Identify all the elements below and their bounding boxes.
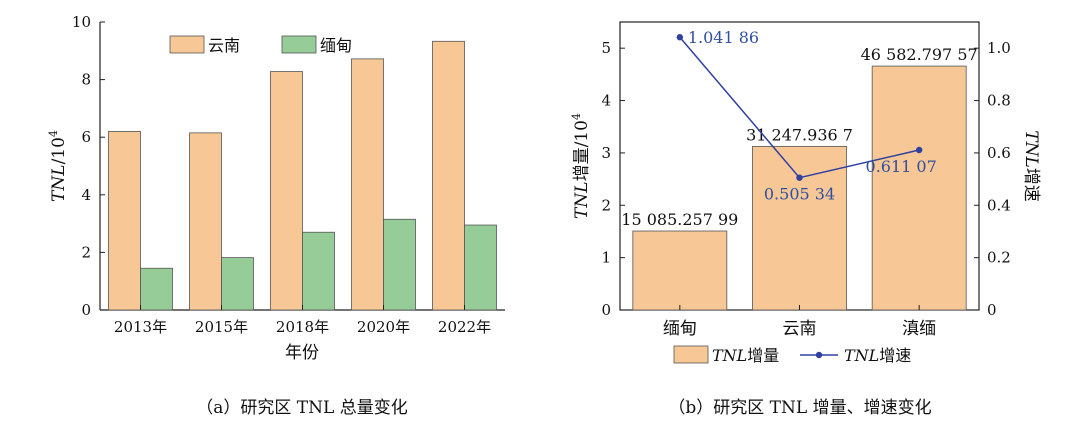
b-legend: TNL增量 TNL增速 [673, 345, 911, 365]
a-bar-yunnan [270, 71, 303, 311]
b-speed-point [796, 174, 803, 181]
a-y-tick-label: 0 [81, 301, 91, 319]
b-y-tick-label: 3 [601, 144, 611, 162]
a-x-ticks: 2013年 2015年 2018年 2020年 2022年 [114, 305, 491, 336]
b-y2-tick-label: 0.8 [987, 92, 1011, 110]
a-y-axis-title: TNL/104 [47, 130, 69, 202]
b-bar-data-label: 46 582.797 57 [861, 45, 978, 64]
b-speed-point [915, 146, 923, 154]
b-y2-tick-label: 0 [987, 301, 997, 319]
a-bar-yunnan [108, 131, 141, 311]
b-speed-data-label: 0.505 34 [764, 185, 835, 204]
b-x-tick-label: 滇缅 [902, 319, 936, 339]
b-speed-line: 1.041 86 0.505 34 0.611 07 [676, 28, 937, 204]
b-y2-tick-label: 0.4 [987, 196, 1011, 214]
b-y2-ticks: 0 0.2 0.4 0.6 0.8 1.0 [974, 39, 1011, 319]
a-bar-myanmar [140, 267, 173, 311]
b-legend-label-speed: TNL增速 [844, 346, 911, 365]
b-y2-tick-label: 0.2 [987, 249, 1011, 267]
a-bar-yunnan [351, 58, 384, 311]
a-x-axis-title: 年份 [285, 343, 319, 363]
a-x-tick-label: 2018年 [276, 318, 329, 336]
b-y-tick-label: 4 [601, 92, 611, 110]
a-bar-myanmar [464, 224, 497, 311]
b-bar-increment [752, 145, 847, 311]
a-bar-yunnan [189, 132, 222, 311]
a-y-tick-label: 8 [81, 71, 91, 89]
b-y-ticks: 0 1 2 3 4 5 [601, 39, 625, 319]
b-y-tick-label: 2 [601, 196, 611, 214]
a-legend-label-yunnan: 云南 [208, 36, 240, 55]
a-y-tick-label: 4 [81, 186, 91, 204]
b-caption: （b）研究区 TNL 增量、增速变化 [668, 398, 931, 418]
a-caption: （a）研究区 TNL 总量变化 [196, 398, 407, 418]
b-legend-swatch-increment [673, 345, 709, 364]
b-y-tick-label: 0 [601, 301, 611, 319]
b-speed-data-label: 0.611 07 [866, 157, 937, 176]
b-legend-marker-speed [815, 351, 823, 359]
a-y-tick-label: 6 [81, 128, 91, 146]
a-bar-myanmar [302, 231, 335, 311]
a-y-tick-label: 2 [81, 243, 91, 261]
a-y-tick-label: 10 [72, 13, 91, 31]
b-x-ticks: 缅甸 云南 滇缅 [663, 305, 936, 339]
b-y2-tick-label: 0.6 [987, 144, 1011, 162]
b-speed-data-label: 1.041 86 [688, 28, 759, 47]
b-y-tick-label: 5 [601, 39, 611, 57]
b-y-tick-label: 1 [601, 249, 611, 267]
b-bar-data-label: 15 085.257 99 [621, 210, 738, 229]
b-bar-data-label: 31 247.936 7 [746, 125, 853, 144]
panel-a-total-chart: 0 2 4 6 8 10 2013年 2015年 2018年 2020年 2022年 TNL/10… [47, 13, 505, 418]
a-bar-myanmar [383, 218, 416, 311]
a-bar-yunnan [432, 40, 465, 311]
a-legend-swatch-yunnan [169, 35, 205, 54]
a-x-tick-label: 2022年 [438, 318, 491, 336]
a-x-tick-label: 2015年 [195, 318, 248, 336]
a-legend-label-myanmar: 缅甸 [320, 36, 352, 55]
b-bar-increment [871, 65, 967, 311]
b-y2-axis-title: TNL增速 [1021, 130, 1041, 202]
b-speed-point [676, 34, 684, 41]
b-y-axis-title: TNL增量/104 [570, 113, 592, 219]
a-x-tick-label: 2013年 [114, 318, 167, 336]
a-legend-swatch-myanmar [281, 35, 317, 54]
a-legend: 云南 缅甸 [169, 35, 352, 55]
a-bar-myanmar [221, 257, 254, 311]
b-x-tick-label: 云南 [783, 319, 817, 339]
a-y-ticks: 0 2 4 6 8 10 [72, 13, 105, 319]
b-bars: 15 085.257 99 31 247.936 7 46 582.797 57 [621, 45, 978, 311]
b-legend-label-increment: TNL增量 [712, 346, 779, 365]
a-bars [108, 40, 497, 311]
b-x-tick-label: 缅甸 [663, 319, 697, 339]
b-y2-tick-label: 1.0 [987, 39, 1011, 57]
a-x-tick-label: 2020年 [357, 318, 410, 336]
panel-b-increment-chart: 0 1 2 3 4 5 0 0.2 0.4 0.6 0.8 1.0 15 085.257 99 31 … [570, 21, 1041, 418]
b-bar-increment [632, 230, 728, 311]
